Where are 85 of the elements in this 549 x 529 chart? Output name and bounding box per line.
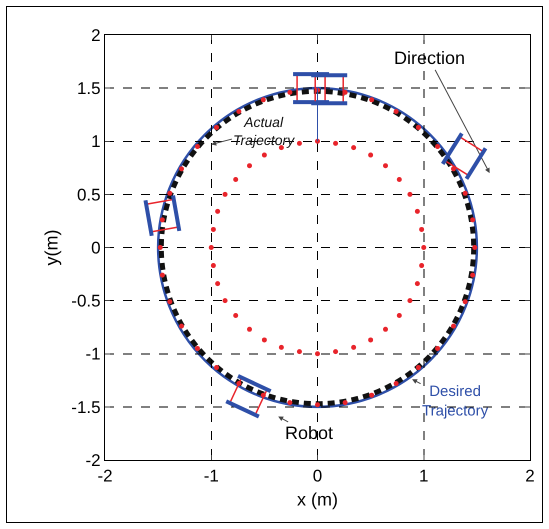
point — [214, 124, 220, 130]
point — [396, 177, 402, 182]
point — [407, 298, 412, 304]
point — [215, 208, 220, 214]
point — [296, 140, 302, 146]
point — [333, 349, 338, 354]
point — [210, 263, 216, 268]
point — [435, 346, 440, 351]
point — [210, 226, 216, 232]
point — [383, 163, 388, 168]
point — [262, 337, 267, 342]
y-tick-label: 1 — [91, 132, 101, 152]
point — [158, 245, 163, 250]
point — [208, 245, 214, 250]
x-tick-label: 1 — [419, 466, 428, 486]
point — [419, 226, 424, 232]
point — [419, 263, 424, 268]
point — [315, 402, 320, 408]
point — [383, 326, 388, 332]
x-tick-label: -1 — [204, 466, 219, 486]
x-axis-title: x (m) — [297, 490, 338, 510]
point — [421, 245, 426, 250]
y-tick-label: -2 — [85, 450, 101, 470]
point — [470, 272, 476, 278]
point — [260, 97, 266, 102]
y-tick-label: -1.5 — [71, 398, 101, 417]
point — [278, 344, 284, 350]
point — [287, 90, 292, 95]
point — [262, 152, 267, 158]
point — [472, 245, 478, 250]
point — [416, 365, 421, 370]
point — [351, 145, 356, 150]
point — [396, 313, 402, 318]
point — [160, 272, 165, 278]
point — [462, 190, 468, 196]
y-axis-title: y(m) — [42, 230, 62, 266]
point — [394, 109, 399, 114]
point — [233, 177, 238, 182]
point — [333, 140, 338, 146]
y-tick-label: 0.5 — [76, 185, 101, 204]
point — [214, 365, 220, 370]
point — [315, 351, 320, 356]
point — [407, 192, 412, 197]
point — [435, 144, 440, 150]
point — [179, 324, 184, 329]
point — [296, 349, 302, 354]
point — [194, 144, 200, 150]
y-tick-label: 1.5 — [76, 79, 101, 98]
point — [414, 208, 420, 214]
point — [451, 166, 456, 172]
point — [369, 97, 374, 102]
point — [167, 190, 172, 196]
annotation: Actual Trajectory — [233, 114, 296, 148]
y-tick-label: -1 — [85, 344, 101, 364]
x-tick-label: 0 — [312, 466, 322, 486]
point — [222, 298, 228, 304]
y-tick-label: 0 — [91, 238, 101, 258]
annotation: Direction — [394, 48, 466, 68]
point — [368, 337, 374, 342]
point — [160, 217, 165, 222]
point — [451, 324, 456, 329]
point — [287, 400, 292, 406]
point — [247, 326, 252, 332]
point — [462, 299, 468, 304]
point — [179, 166, 184, 172]
point — [194, 346, 200, 351]
y-tick-label: 2 — [91, 26, 101, 45]
point — [247, 163, 252, 168]
annotation: Desired Trajectory — [422, 383, 489, 420]
point — [167, 299, 172, 304]
point — [342, 400, 348, 406]
point — [369, 392, 374, 398]
point — [351, 344, 356, 350]
point — [222, 192, 228, 197]
point — [233, 313, 238, 318]
x-tick-label: 2 — [525, 466, 535, 486]
point — [368, 152, 374, 158]
point — [215, 281, 220, 286]
point — [416, 124, 421, 130]
annotation: Robot — [285, 423, 334, 443]
point — [470, 217, 476, 222]
point — [414, 281, 420, 286]
point — [236, 109, 242, 114]
y-tick-label: -0.5 — [71, 292, 101, 311]
point — [394, 381, 399, 386]
